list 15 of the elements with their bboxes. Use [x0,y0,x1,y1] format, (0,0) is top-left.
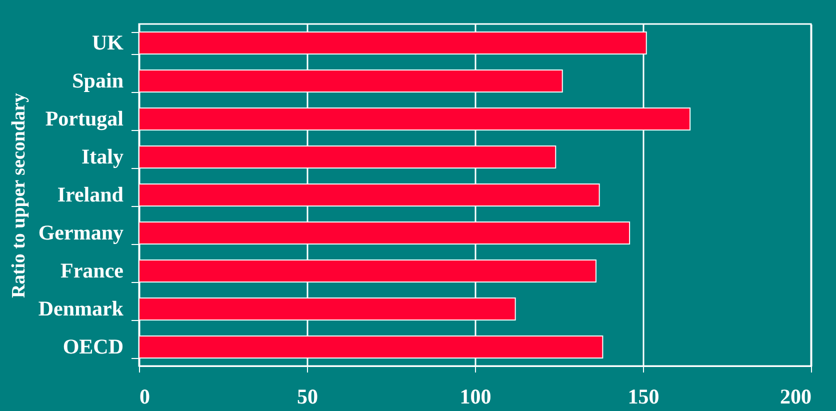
y-tick-label: Ireland [57,182,124,206]
y-tick-label: France [60,258,124,282]
x-tick-label: 100 [460,384,492,408]
y-tick-label: Italy [82,144,124,168]
y-tick-label: UK [92,30,124,54]
x-tick-label: 0 [140,384,150,408]
y-tick-label: Spain [72,68,124,92]
y-tick-label: Denmark [38,296,124,320]
y-tick-label: OECD [62,334,124,358]
x-tick-label: 50 [297,384,318,408]
y-tick-label: Portugal [45,106,124,130]
x-tick-label: 200 [780,384,812,408]
x-tick-label: 150 [628,384,660,408]
y-axis-title: Ratio to upper secondary [8,92,30,298]
y-tick-label: Germany [38,220,124,244]
